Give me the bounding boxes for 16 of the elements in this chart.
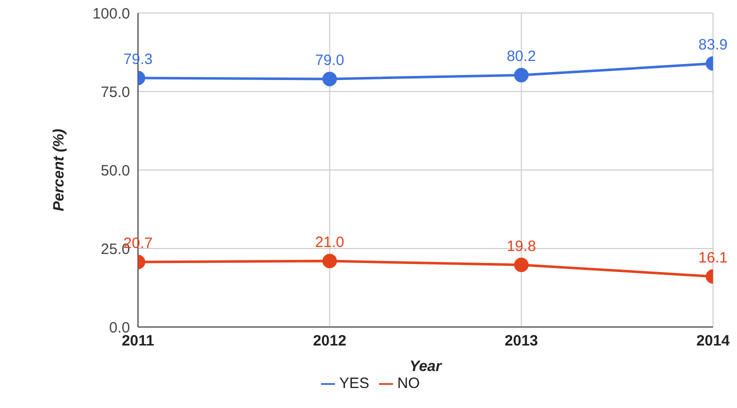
legend-label: NO — [397, 375, 420, 392]
x-tick-label: 2012 — [312, 332, 346, 350]
y-tick-label: 50.0 — [100, 162, 130, 180]
x-tick-label: 2013 — [504, 332, 538, 350]
y-axis-title: Percent (%) — [50, 128, 68, 212]
data-label: 19.8 — [506, 238, 536, 255]
data-label: 80.2 — [506, 48, 536, 66]
legend-label: YES — [339, 375, 370, 392]
y-tick-label: 75.0 — [100, 84, 130, 101]
data-label: 16.1 — [698, 249, 728, 266]
data-label: 21.0 — [315, 234, 344, 252]
x-tick-label: 2014 — [696, 332, 730, 350]
data-label: 83.9 — [698, 36, 728, 54]
data-label: 79.0 — [315, 52, 344, 69]
x-axis-title: Year — [410, 358, 443, 375]
y-tick-label: 100.0 — [92, 5, 130, 22]
